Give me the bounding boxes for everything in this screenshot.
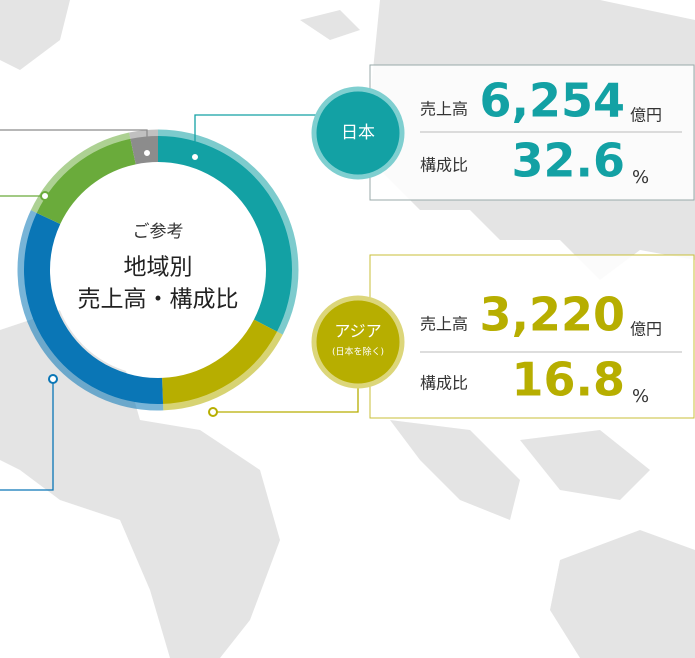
asia-badge <box>311 295 405 389</box>
donut-segment <box>36 138 137 225</box>
share-value: 32.6 <box>512 134 626 188</box>
sales-unit: 億円 <box>630 320 662 339</box>
sales-label: 売上高 <box>420 100 468 119</box>
title: 売上高・構成比 <box>78 287 239 313</box>
leader-dots <box>40 148 218 417</box>
donut-segment-rim <box>129 129 159 140</box>
donut-segment <box>161 319 278 404</box>
region-label: アジア <box>334 322 381 341</box>
sales-unit: 億円 <box>630 106 662 125</box>
sales-value: 6,254 <box>479 74 625 128</box>
share-label: 構成比 <box>420 374 468 393</box>
share-unit: % <box>632 167 649 188</box>
sales-label: 売上高 <box>420 315 468 334</box>
share-value: 16.8 <box>512 353 626 407</box>
donut-segment-rim <box>157 129 299 335</box>
japan-badge <box>311 86 405 180</box>
donut-segment-rim <box>17 210 164 411</box>
region-note: (日本を除く) <box>332 346 384 358</box>
share-unit: % <box>632 386 649 407</box>
sales-value: 3,220 <box>479 288 625 342</box>
region-label: 日本 <box>341 123 375 143</box>
share-label: 構成比 <box>420 156 468 175</box>
donut <box>17 129 299 411</box>
asia-box <box>369 254 695 419</box>
title: 地域別 <box>124 255 193 281</box>
donut-segment-rim <box>163 331 283 411</box>
subtitle: ご参考 <box>133 222 184 242</box>
donut-hole <box>52 164 264 376</box>
donut-segment <box>24 212 164 404</box>
